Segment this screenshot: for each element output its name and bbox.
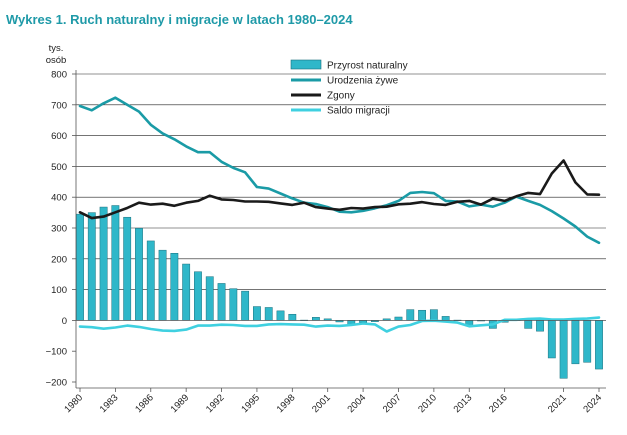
x-tick-label: 2004 xyxy=(345,392,368,415)
deaths-line xyxy=(78,159,601,220)
bar xyxy=(276,310,285,321)
x-tick-label: 1998 xyxy=(275,392,298,415)
y-tick-label: 400 xyxy=(51,193,67,204)
y-tick-label: 800 xyxy=(51,70,67,81)
bar xyxy=(559,320,568,379)
chart-title: Wykres 1. Ruch naturalny i migracje w la… xyxy=(6,12,353,27)
bar xyxy=(312,317,320,321)
bar xyxy=(194,271,202,321)
bar xyxy=(217,283,226,321)
x-tick-label: 1983 xyxy=(98,392,121,415)
x-tick-label: 2013 xyxy=(452,392,475,415)
bar xyxy=(524,320,533,329)
bar xyxy=(205,276,214,321)
bar xyxy=(571,320,580,365)
x-tick-label: 1989 xyxy=(169,392,192,415)
y-tick-label: 500 xyxy=(51,162,67,173)
x-tick-label: 2001 xyxy=(310,392,333,415)
line-layer xyxy=(78,96,601,333)
x-tick-label: 2016 xyxy=(487,392,510,415)
legend-label: Saldo migracji xyxy=(327,106,390,117)
y-tick-label: 300 xyxy=(51,224,67,235)
x-tick-label: 1980 xyxy=(62,392,85,415)
bar xyxy=(170,253,179,321)
y-axis-unit-line1: tys. xyxy=(49,43,64,54)
x-tick-label: 1992 xyxy=(204,392,227,415)
bar xyxy=(87,212,96,321)
y-tick-label: 200 xyxy=(51,254,67,265)
x-tick-label: 2007 xyxy=(381,392,404,415)
x-tick-label: 2024 xyxy=(581,392,604,415)
bar xyxy=(394,316,403,321)
y-tick-label: 700 xyxy=(51,100,67,111)
bar xyxy=(547,320,556,359)
bar xyxy=(241,290,250,321)
legend-label: Urodzenia żywe xyxy=(327,76,399,87)
x-tick-label: 1986 xyxy=(133,392,156,415)
bar xyxy=(288,313,297,321)
bar xyxy=(441,316,450,321)
births-line xyxy=(78,96,601,245)
migration-line xyxy=(78,316,601,333)
y-tick-label: −100 xyxy=(46,347,67,358)
bar xyxy=(146,240,155,321)
bar xyxy=(406,309,415,321)
y-tick-label: −200 xyxy=(46,378,67,389)
legend-swatch xyxy=(290,59,322,70)
x-tick-label: 1995 xyxy=(239,392,262,415)
bar xyxy=(111,205,120,321)
bar xyxy=(253,306,261,321)
legend-label: Przyrost naturalny xyxy=(327,61,408,72)
bar xyxy=(536,320,544,332)
bar xyxy=(429,309,438,321)
bar xyxy=(182,263,191,321)
bar xyxy=(418,309,426,321)
bar xyxy=(583,320,592,363)
bar xyxy=(229,288,238,321)
y-axis-unit-line2: osób xyxy=(46,55,67,66)
x-tick-label: 2010 xyxy=(416,392,439,415)
legend: Przyrost naturalny Urodzenia żywe Zgony Sal… xyxy=(290,59,408,117)
bar xyxy=(76,213,84,321)
bar xyxy=(158,249,167,321)
bar xyxy=(264,307,273,321)
x-tick-label: 2021 xyxy=(546,392,569,415)
bar xyxy=(135,228,143,321)
y-tick-label: 100 xyxy=(51,285,67,296)
y-tick-label: 0 xyxy=(62,316,67,327)
bar xyxy=(595,320,603,370)
legend-label: Zgony xyxy=(327,91,355,102)
y-tick-label: 600 xyxy=(51,131,67,142)
bar-layer xyxy=(76,205,603,379)
bar xyxy=(123,216,132,321)
bar xyxy=(99,206,108,321)
